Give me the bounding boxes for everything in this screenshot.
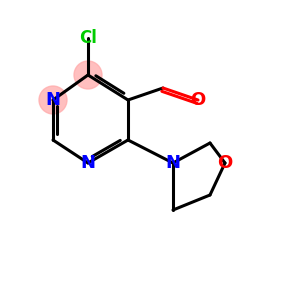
Text: N: N [80,154,95,172]
Circle shape [39,86,67,114]
Text: N: N [46,91,61,109]
Text: O: O [190,91,206,109]
Circle shape [74,61,102,89]
Text: O: O [218,154,232,172]
Text: N: N [166,154,181,172]
Text: Cl: Cl [79,29,97,47]
